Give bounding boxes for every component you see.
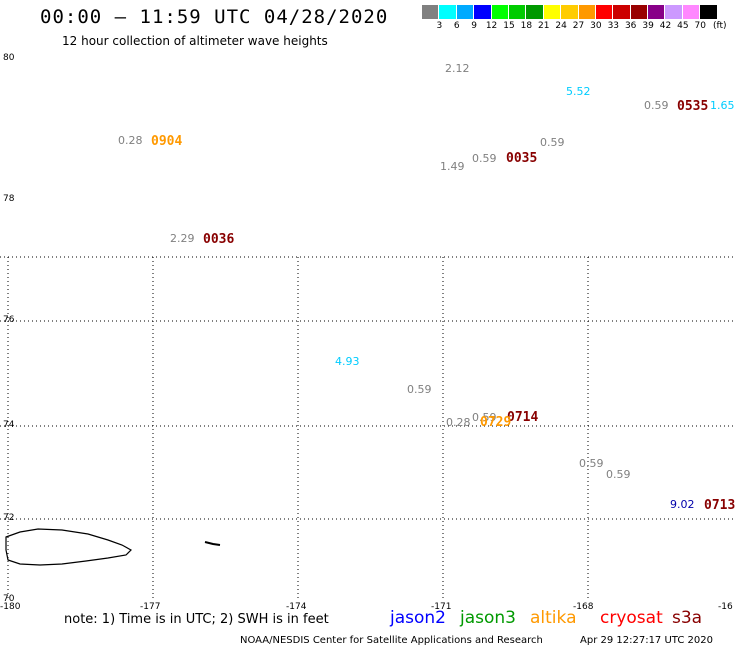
herald-island <box>204 541 221 546</box>
legend-swatch <box>526 5 544 19</box>
legend-swatch <box>613 5 631 19</box>
latitude-label: 78 <box>3 194 15 204</box>
pass-time-label: 0713 <box>704 498 735 513</box>
wave-height-value: 0.59 <box>579 457 604 470</box>
pass-time-label: 0036 <box>203 232 234 247</box>
wave-height-value: 1.65 <box>710 99 735 112</box>
legend-swatch <box>491 5 509 19</box>
legend-swatch <box>682 5 701 19</box>
legend-swatch <box>474 5 492 19</box>
legend-swatch <box>422 5 440 19</box>
legend-label: 70 <box>694 21 706 31</box>
wave-height-value: 0.28 <box>446 416 471 429</box>
credit-line: NOAA/NESDIS Center for Satellite Applica… <box>240 635 543 646</box>
color-legend-bar <box>422 5 718 19</box>
footnote: note: 1) Time is in UTC; 2) SWH is in fe… <box>64 612 329 627</box>
legend-swatch <box>648 5 666 19</box>
legend-swatch <box>561 5 579 19</box>
latitude-label: 70 <box>3 594 15 604</box>
graticule <box>0 256 733 600</box>
wave-height-value: 5.52 <box>566 85 591 98</box>
wave-height-value: 0.59 <box>606 468 631 481</box>
satellite-legend-jason2: jason2 <box>390 608 446 628</box>
color-legend-labels: 3 6 9 12 15 18 21 24 27 30 33 36 39 42 45 70 <box>422 21 709 31</box>
legend-label: 18 <box>520 21 533 31</box>
wave-height-value: 0.28 <box>118 134 143 147</box>
longitude-label: -168 <box>573 602 594 612</box>
longitude-label: -16 <box>718 602 733 612</box>
legend-swatch <box>456 5 475 19</box>
satellite-legend-cryosat: cryosat <box>600 608 663 628</box>
wave-height-value: 9.02 <box>670 498 695 511</box>
legend-label: 39 <box>642 21 654 31</box>
wave-height-value: 0.59 <box>644 99 669 112</box>
legend-swatch <box>439 5 457 19</box>
wave-height-value: 0.59 <box>407 383 432 396</box>
legend-label: 3 <box>436 21 443 31</box>
legend-swatch <box>578 5 596 19</box>
pass-time-label: 0535 <box>677 99 708 114</box>
legend-label: 6 <box>453 21 460 31</box>
wave-height-value: 2.29 <box>170 232 195 245</box>
satellite-legend-jason3: jason3 <box>460 608 516 628</box>
page-subtitle: 12 hour collection of altimeter wave hei… <box>62 34 328 48</box>
wave-height-value: 1.49 <box>440 160 465 173</box>
legend-label: 27 <box>572 21 585 31</box>
legend-swatch <box>630 5 649 19</box>
wave-height-value: 4.93 <box>335 355 360 368</box>
pass-time-label: 0714 <box>507 410 538 425</box>
generated-timestamp: Apr 29 12:27:17 UTC 2020 <box>580 635 713 646</box>
wave-height-observations: 2.125.520.59 1.650.28 0.591.490.592.294.93… <box>118 62 735 511</box>
legend-label: 12 <box>485 21 498 31</box>
wave-height-value: 0.59 <box>540 136 565 149</box>
legend-label: 42 <box>659 21 672 31</box>
legend-label: 36 <box>624 21 637 31</box>
legend-label: 9 <box>471 21 478 31</box>
pass-time-label: 0035 <box>506 151 537 166</box>
wrangel-island <box>5 528 132 566</box>
legend-label: 45 <box>677 21 689 31</box>
wave-height-value: 2.12 <box>445 62 470 75</box>
legend-swatch <box>508 5 527 19</box>
longitude-label: -174 <box>286 602 307 612</box>
pass-time-label: 0904 <box>151 134 182 149</box>
coastline <box>5 528 221 566</box>
longitude-label: -171 <box>431 602 451 612</box>
latitude-label: 80 <box>3 53 15 63</box>
legend-swatch <box>700 5 718 19</box>
wave-height-value: 0.59 <box>472 411 497 424</box>
pass-time-label: 0729 <box>480 415 511 430</box>
longitude-label: -177 <box>140 602 160 612</box>
legend-label: 24 <box>555 21 567 31</box>
legend-swatch <box>543 5 562 19</box>
latitude-label: 74 <box>3 420 15 430</box>
legend-label: 30 <box>590 21 602 31</box>
longitude-labels: -180 -177 -174 -171 -168 -16 <box>0 602 733 612</box>
legend-swatch <box>665 5 683 19</box>
latitude-label: 76 <box>3 315 15 325</box>
latitude-labels: 80 78 76 74 72 70 <box>3 53 15 604</box>
satellite-legend-s3a: s3a <box>672 608 703 628</box>
legend-unit: (ft) <box>713 21 727 31</box>
legend-label: 15 <box>503 21 515 31</box>
longitude-label: -180 <box>0 602 21 612</box>
satellite-legend-altika: altika <box>530 608 577 628</box>
wave-height-value: 0.59 <box>472 152 497 165</box>
page-title: 00:00 – 11:59 UTC 04/28/2020 <box>40 6 389 28</box>
legend-label: 33 <box>607 21 620 31</box>
latitude-label: 72 <box>3 513 14 523</box>
legend-swatch <box>595 5 614 19</box>
legend-label: 21 <box>538 21 550 31</box>
